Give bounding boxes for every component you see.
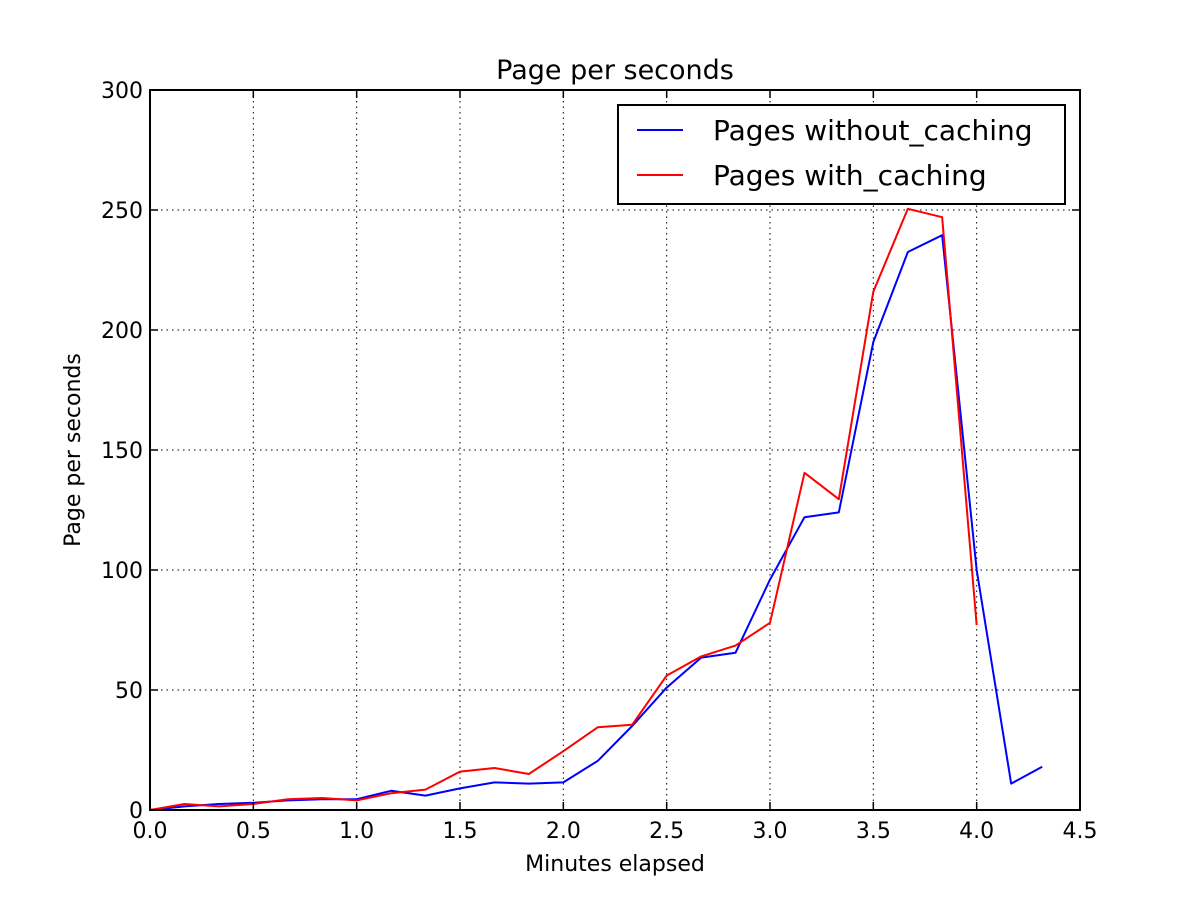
x-tick-label: 3.0: [753, 819, 788, 844]
x-tick-label: 4.0: [959, 819, 994, 844]
grid: [150, 90, 1080, 810]
y-tick-label: 50: [115, 679, 143, 704]
y-axis-label: Page per seconds: [61, 353, 86, 547]
y-tick-label: 200: [101, 319, 143, 344]
legend: Pages without_caching Pages with_caching: [617, 104, 1066, 205]
x-tick-label: 2.0: [546, 819, 581, 844]
y-tick-label: 300: [101, 79, 143, 104]
x-tick-label: 0.0: [133, 819, 168, 844]
series-line-pages-with-caching: [149, 207, 978, 811]
x-tick-label: 1.5: [443, 819, 478, 844]
x-tick-label: 4.5: [1063, 819, 1098, 844]
legend-label-with-caching: Pages with_caching: [713, 159, 987, 192]
x-tick-label: 3.5: [856, 819, 891, 844]
ticks: 0.0 0.5 1.0 1.5 2.0 2.5 3.0 3.5 4.0 4.5 0 50 100 150 2…: [101, 79, 1098, 844]
x-tick-label: 1.0: [339, 819, 374, 844]
legend-label-without-caching: Pages without_caching: [713, 114, 1033, 147]
y-tick-label: 250: [101, 199, 143, 224]
y-tick-label: 150: [101, 439, 143, 464]
chart-title: Page per seconds: [496, 55, 734, 86]
series-lines: [149, 207, 1043, 811]
legend-box: [617, 104, 1066, 205]
y-tick-label: 100: [101, 559, 143, 584]
x-axis-label: Minutes elapsed: [525, 852, 705, 877]
y-tick-label: 0: [129, 799, 143, 824]
series-line-pages-without-caching: [149, 234, 1043, 811]
x-tick-label: 0.5: [236, 819, 271, 844]
x-tick-label: 2.5: [649, 819, 684, 844]
